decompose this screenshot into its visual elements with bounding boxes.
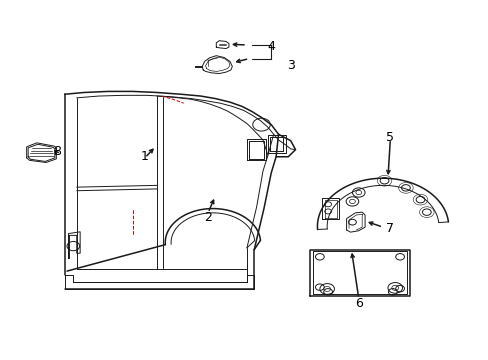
Text: 4: 4	[267, 40, 275, 53]
Text: 2: 2	[203, 211, 211, 224]
Text: 8: 8	[53, 145, 61, 158]
Text: 6: 6	[354, 297, 362, 310]
Text: 5: 5	[386, 131, 393, 144]
Text: 1: 1	[141, 150, 148, 163]
Text: 7: 7	[386, 222, 393, 235]
Text: 3: 3	[286, 59, 294, 72]
